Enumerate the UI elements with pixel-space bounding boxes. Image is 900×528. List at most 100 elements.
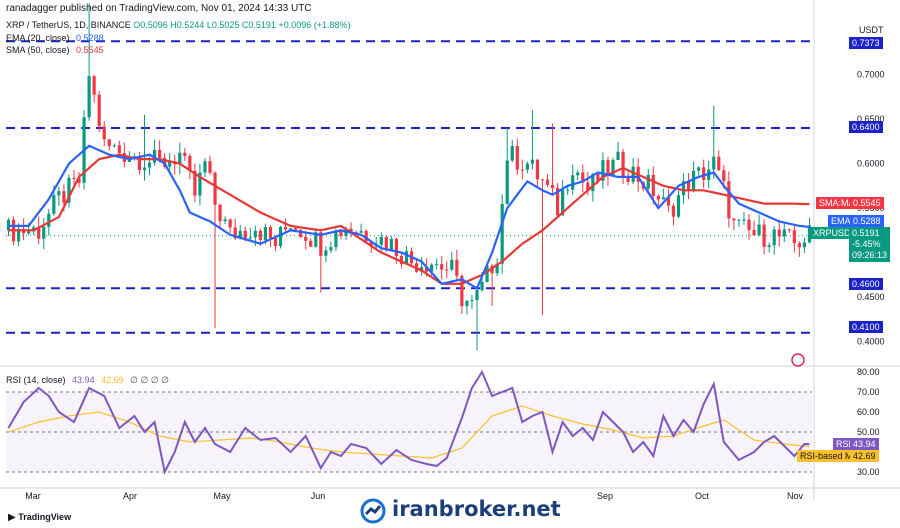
candle-body: [283, 226, 288, 230]
rsi-legend-empty: ∅ ∅ ∅ ∅: [130, 375, 170, 385]
close-value: C0.5191: [241, 20, 276, 30]
candle-body: [399, 256, 404, 264]
rsi-ma-legend-value: 42.69: [101, 375, 124, 385]
candle-body: [379, 236, 383, 245]
candle-body: [67, 177, 71, 203]
candle-body: [77, 177, 81, 183]
candle-body: [666, 197, 671, 206]
candle-body: [354, 231, 358, 233]
candle-body: [37, 227, 41, 239]
candle-body: [651, 174, 655, 197]
candle-body: [27, 231, 31, 234]
candle-timer: 09:26:13: [852, 250, 888, 260]
candle-body: [692, 170, 696, 191]
candle-body: [576, 172, 580, 176]
candle-body: [550, 184, 555, 189]
level-064-label: 0.6400: [849, 121, 883, 133]
candle-body: [586, 182, 590, 192]
symbol-label: XRP / TetherUS, 1D, BINANCE: [6, 20, 131, 30]
candle-body: [485, 265, 489, 282]
candle-body: [112, 145, 116, 147]
candle-body: [661, 197, 665, 200]
candle-body: [435, 264, 439, 266]
rsi-legend[interactable]: RSI (14, close) 43.94 42.69 ∅ ∅ ∅ ∅: [6, 375, 169, 386]
publisher-line: ranadagger published on TradingView.com,…: [6, 3, 312, 14]
candle-body: [183, 152, 187, 157]
candle-body: [188, 156, 192, 171]
high-value: H0.5244: [170, 20, 205, 30]
candle-body: [92, 76, 96, 95]
candle-body: [218, 204, 222, 222]
candle-body: [757, 224, 761, 236]
tradingview-logo-icon: ▶: [8, 512, 16, 523]
candle-body: [712, 156, 716, 170]
candle-body: [193, 170, 197, 196]
rsi-tick-label: 50.00: [857, 427, 880, 437]
candle-body: [515, 146, 519, 170]
candle-body: [686, 181, 691, 191]
symbol-ohlc-line: XRP / TetherUS, 1D, BINANCE O0.5096 H0.5…: [6, 20, 351, 30]
candle-body: [142, 167, 147, 171]
tradingview-brand[interactable]: ▶ TradingView: [8, 512, 71, 523]
level-0737-label: 0.7373: [849, 37, 883, 49]
candle-body: [681, 181, 686, 196]
candle-body: [72, 177, 76, 179]
tradingview-brand-text: TradingView: [18, 512, 72, 522]
candle-body: [525, 163, 529, 170]
candle-body: [611, 159, 615, 176]
candle-body: [802, 242, 807, 248]
candle-body: [223, 219, 227, 222]
candle-body: [324, 250, 328, 256]
rsi-axis-value: 43.94: [850, 438, 879, 450]
watermark-logo-icon: [360, 498, 386, 524]
candle-body: [591, 173, 595, 192]
candle-body: [334, 230, 338, 248]
candle-body: [767, 245, 771, 247]
candle-body: [389, 238, 393, 251]
rsi-line: [7, 369, 810, 476]
candle-body: [117, 145, 121, 154]
last-price-pct: -5.45%: [852, 239, 881, 249]
candle-body: [369, 241, 373, 247]
candle-body: [747, 219, 751, 231]
candle-body: [147, 162, 152, 168]
candle-body: [107, 139, 111, 147]
price-tick-label: 0.6000: [857, 159, 885, 169]
rsi-tick-label: 70.00: [857, 387, 880, 397]
candle-body: [702, 167, 706, 181]
ema-legend[interactable]: EMA (20, close) 0.5288: [6, 33, 104, 43]
rsi-legend-value: 43.94: [72, 375, 95, 385]
rsi-legend-label: RSI (14, close): [6, 375, 66, 385]
candle-body: [480, 281, 484, 291]
level-041-label: 0.4100: [849, 321, 883, 333]
candle-body: [762, 224, 766, 247]
open-value: O0.5096: [133, 20, 168, 30]
candle-body: [304, 236, 308, 241]
candle-body: [717, 156, 721, 171]
candle-body: [727, 181, 731, 219]
replay-icon: [791, 353, 805, 367]
time-tick-label: Mar: [25, 491, 41, 501]
candle-body: [520, 169, 524, 171]
sma-axis-name: SMA:MA: [816, 197, 858, 209]
rsi-tick-label: 60.00: [857, 407, 880, 417]
candle-body: [545, 179, 550, 185]
candle-body: [772, 229, 776, 246]
candle-body: [168, 161, 172, 167]
candle-body: [460, 275, 464, 307]
candle-body: [445, 269, 449, 271]
sma-legend[interactable]: SMA (50, close) 0.5545: [6, 45, 104, 55]
ema-axis-name: EMA: [828, 215, 854, 227]
candle-body: [566, 189, 570, 191]
candle-body: [455, 259, 459, 276]
currency-label[interactable]: USDT: [859, 25, 884, 35]
candle-body: [127, 158, 131, 162]
candle-body: [208, 161, 212, 173]
ema-20-line: [8, 144, 810, 290]
candle-body: [621, 151, 625, 177]
time-tick-label: Sep: [597, 491, 613, 501]
last-price-box: 0.5191 -5.45% 09:26:13: [849, 227, 891, 262]
change-value: +0.0096 (+1.88%): [278, 20, 351, 30]
time-tick-label: May: [213, 491, 231, 501]
